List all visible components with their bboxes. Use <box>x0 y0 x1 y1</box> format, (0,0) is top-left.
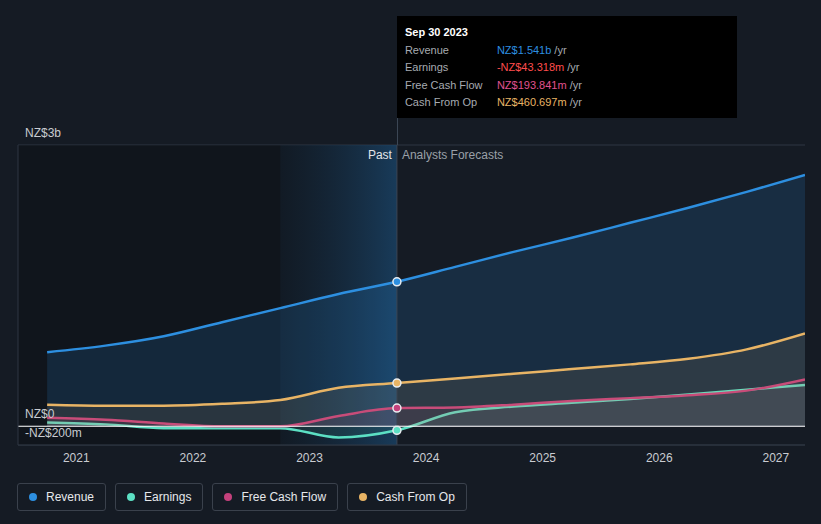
html-text:Cash From Op: Cash From Op <box>376 490 455 504</box>
svg-text:2025: 2025 <box>529 451 556 465</box>
svg-text:2022: 2022 <box>180 451 207 465</box>
html-text:Cash From Op: Cash From Op <box>404 96 478 108</box>
html-text:-NZ$43.318m /yr: -NZ$43.318m /yr <box>496 61 580 73</box>
svg-text:NZ$3b: NZ$3b <box>25 126 61 140</box>
html-text:Free Cash Flow: Free Cash Flow <box>241 490 327 504</box>
svg-text:-NZ$200m: -NZ$200m <box>25 426 82 440</box>
svg-text:2021: 2021 <box>63 451 90 465</box>
html-text:Earnings: Earnings <box>404 61 449 73</box>
html-text:Free Cash Flow: Free Cash Flow <box>404 78 483 91</box>
html-text:NZ$193.841m /yr: NZ$193.841m /yr <box>496 78 582 91</box>
html-text:Earnings: Earnings <box>144 490 192 504</box>
svg-text:2023: 2023 <box>296 451 323 465</box>
svg-text:NZ$0: NZ$0 <box>25 407 55 421</box>
svg-text:Analysts Forecasts: Analysts Forecasts <box>402 148 503 162</box>
html-text:NZ$460.697m /yr: NZ$460.697m /yr <box>496 96 582 108</box>
svg-text:2024: 2024 <box>413 451 440 465</box>
svg-text:2027: 2027 <box>763 451 790 465</box>
html-text:NZ$1.541b /yr: NZ$1.541b /yr <box>496 43 567 56</box>
svg-text:2026: 2026 <box>646 451 673 465</box>
html-text:Revenue: Revenue <box>46 490 94 504</box>
html-text:Revenue: Revenue <box>404 43 449 56</box>
html-text:Sep 30 2023: Sep 30 2023 <box>404 26 468 38</box>
svg-text:Past: Past <box>368 148 393 162</box>
